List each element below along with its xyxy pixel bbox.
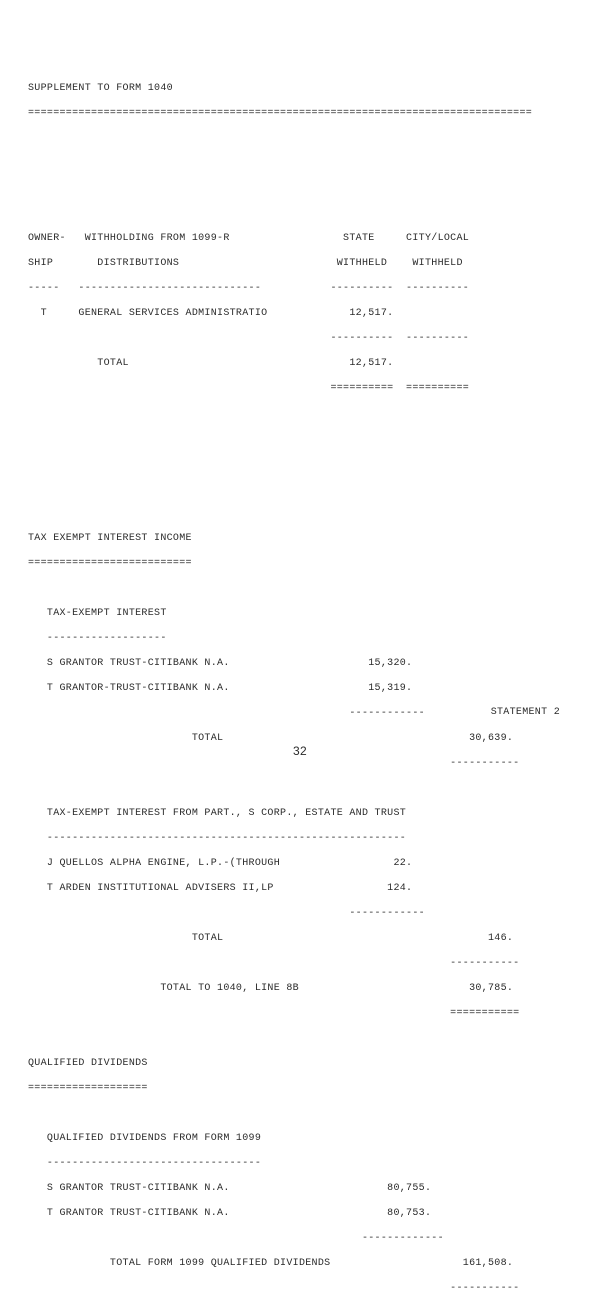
s3-total-ul: ----------- xyxy=(28,1283,568,1296)
s1-header-1: OWNER- WITHHOLDING FROM 1099-R STATE CIT… xyxy=(28,233,568,246)
s2-sub2-ul: ----------------------------------------… xyxy=(28,833,568,846)
s3-sub1-ul: ---------------------------------- xyxy=(28,1158,568,1171)
s3-total: TOTAL FORM 1099 QUALIFIED DIVIDENDS 161,… xyxy=(28,1258,568,1271)
s2-row-j: J QUELLOS ALPHA ENGINE, L.P.-(THROUGH 22… xyxy=(28,858,568,871)
s2-title: TAX EXEMPT INTEREST INCOME xyxy=(28,533,568,546)
s1-total: TOTAL 12,517. xyxy=(28,358,568,371)
s2-total1-ul: ----------- xyxy=(28,758,568,771)
page-body: SUPPLEMENT TO FORM 1040 ================… xyxy=(0,0,600,1308)
s3-row-t: T GRANTOR TRUST-CITIBANK N.A. 80,753. xyxy=(28,1208,568,1221)
page-number: 32 xyxy=(293,744,307,758)
supplement-title: SUPPLEMENT TO FORM 1040 xyxy=(28,83,568,96)
s2-total3-ul: =========== xyxy=(28,1008,568,1021)
s2-sub1: TAX-EXEMPT INTEREST xyxy=(28,608,568,621)
s2-row-ti: T ARDEN INSTITUTIONAL ADVISERS II,LP 124… xyxy=(28,883,568,896)
s2-total2-ul: ----------- xyxy=(28,958,568,971)
double-rule: ========================================… xyxy=(28,108,568,121)
s3-row-ul: ------------- xyxy=(28,1233,568,1246)
s2-total3: TOTAL TO 1040, LINE 8B 30,785. xyxy=(28,983,568,996)
s2-row2-ul: ------------ xyxy=(28,908,568,921)
s2-sub1-ul: ------------------- xyxy=(28,633,568,646)
s2-sub2: TAX-EXEMPT INTEREST FROM PART., S CORP.,… xyxy=(28,808,568,821)
s2-title-ul: ========================== xyxy=(28,558,568,571)
s3-sub1: QUALIFIED DIVIDENDS FROM FORM 1099 xyxy=(28,1133,568,1146)
s1-header-2: SHIP DISTRIBUTIONS WITHHELD WITHHELD xyxy=(28,258,568,271)
s3-row-s: S GRANTOR TRUST-CITIBANK N.A. 80,755. xyxy=(28,1183,568,1196)
s3-title-ul: =================== xyxy=(28,1083,568,1096)
s3-title: QUALIFIED DIVIDENDS xyxy=(28,1058,568,1071)
s2-row-s: S GRANTOR TRUST-CITIBANK N.A. 15,320. xyxy=(28,658,568,671)
s1-row-ul: ---------- ---------- xyxy=(28,333,568,346)
s2-total2: TOTAL 146. xyxy=(28,933,568,946)
s1-row-t: T GENERAL SERVICES ADMINISTRATIO 12,517. xyxy=(28,308,568,321)
s1-header-ul: ----- ----------------------------- ----… xyxy=(28,283,568,296)
s1-total-ul: ========== ========== xyxy=(28,383,568,396)
statement-label: STATEMENT 2 xyxy=(491,707,560,718)
s2-row-t: T GRANTOR-TRUST-CITIBANK N.A. 15,319. xyxy=(28,683,568,696)
s2-row-ul: ------------ xyxy=(28,708,568,721)
